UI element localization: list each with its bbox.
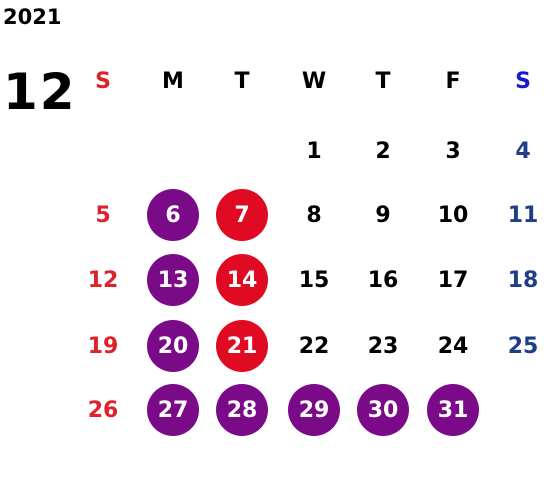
day-cell[interactable]: 2 xyxy=(375,138,391,164)
day-cell-highlighted[interactable]: 21 xyxy=(216,320,268,372)
day-cell[interactable]: 18 xyxy=(507,267,539,293)
day-cell-highlighted[interactable]: 28 xyxy=(216,384,268,436)
day-cell[interactable]: 26 xyxy=(87,397,119,423)
day-cell[interactable]: 11 xyxy=(507,202,539,228)
day-cell[interactable]: 19 xyxy=(87,333,119,359)
day-cell[interactable]: 25 xyxy=(507,333,539,359)
day-cell-highlighted[interactable]: 13 xyxy=(147,254,199,306)
month-number: 12 xyxy=(3,63,77,121)
weekday-header-3: W xyxy=(301,68,327,94)
weekday-header-2: T xyxy=(234,68,250,94)
day-cell-highlighted[interactable]: 7 xyxy=(216,189,268,241)
day-cell[interactable]: 23 xyxy=(367,333,399,359)
day-cell[interactable]: 22 xyxy=(298,333,330,359)
weekday-header-1: M xyxy=(162,68,184,94)
day-cell-highlighted[interactable]: 30 xyxy=(357,384,409,436)
day-cell[interactable]: 4 xyxy=(515,138,531,164)
weekday-header-6: S xyxy=(515,68,531,94)
weekday-header-5: F xyxy=(445,68,461,94)
day-cell-highlighted[interactable]: 29 xyxy=(288,384,340,436)
weekday-header-0: S xyxy=(95,68,111,94)
day-cell[interactable]: 24 xyxy=(437,333,469,359)
day-cell[interactable]: 3 xyxy=(445,138,461,164)
day-cell[interactable]: 17 xyxy=(437,267,469,293)
day-cell-highlighted[interactable]: 20 xyxy=(147,320,199,372)
day-cell-highlighted[interactable]: 27 xyxy=(147,384,199,436)
day-cell[interactable]: 10 xyxy=(437,202,469,228)
day-cell[interactable]: 12 xyxy=(87,267,119,293)
day-cell[interactable]: 5 xyxy=(95,202,111,228)
day-cell[interactable]: 16 xyxy=(367,267,399,293)
day-cell[interactable]: 9 xyxy=(375,202,391,228)
day-cell-highlighted[interactable]: 6 xyxy=(147,189,199,241)
day-cell[interactable]: 8 xyxy=(306,202,322,228)
day-cell-highlighted[interactable]: 14 xyxy=(216,254,268,306)
day-cell[interactable]: 1 xyxy=(306,138,322,164)
year-label: 2021 xyxy=(3,5,62,29)
weekday-header-4: T xyxy=(375,68,391,94)
day-cell[interactable]: 15 xyxy=(298,267,330,293)
day-cell-highlighted[interactable]: 31 xyxy=(427,384,479,436)
